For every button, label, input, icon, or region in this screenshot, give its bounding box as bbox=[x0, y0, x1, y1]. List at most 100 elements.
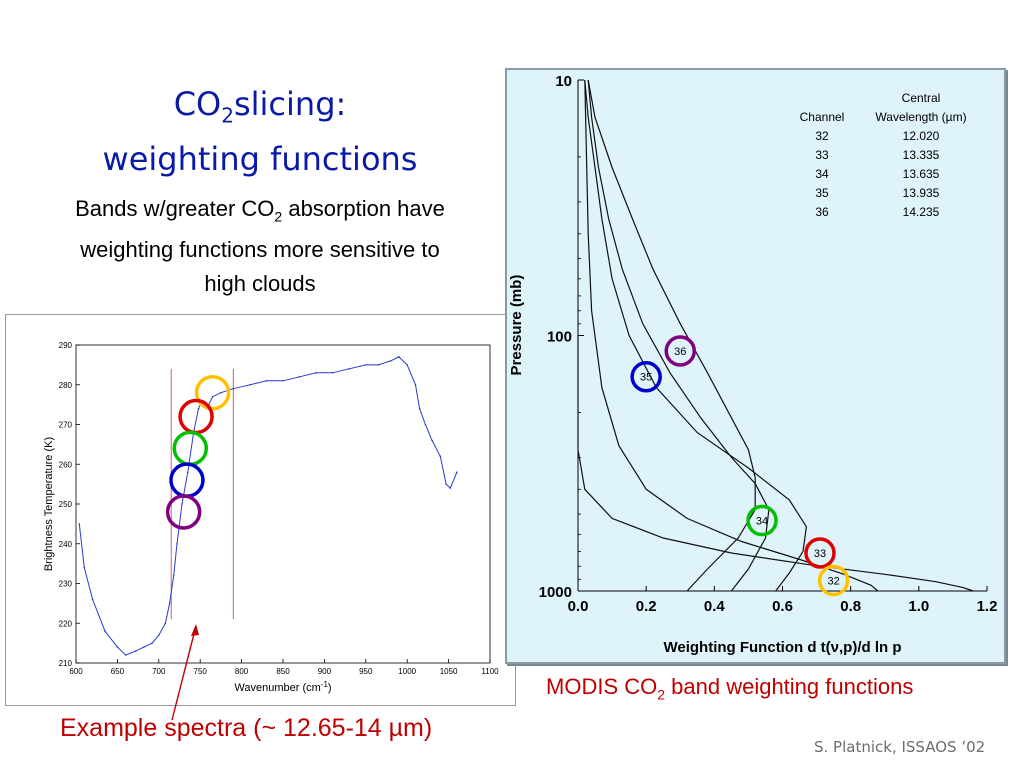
spectrum-plot-area bbox=[75, 344, 491, 664]
spectrum-point bbox=[398, 356, 400, 358]
spectrum-point bbox=[172, 574, 175, 577]
spectrum-point bbox=[449, 487, 452, 489]
wf-x-label: Weighting Function d t(ν,p)/d ln p bbox=[663, 639, 901, 656]
spectrum-chart-panel: 600 650 700 750 800 850 900 950 1000 1050 1100 210 2… bbox=[5, 314, 516, 706]
weighting-chart: 0.0 0.2 0.4 0.6 0.8 1.0 1.2 10 100 1000 36 35 34 33 32… bbox=[508, 73, 998, 656]
wf-x-tick-label: 0.6 bbox=[772, 598, 793, 615]
spectrum-point bbox=[181, 503, 183, 505]
spectrum-point bbox=[377, 364, 380, 366]
wf-x-tick-label: 0.8 bbox=[840, 598, 861, 615]
spectrum-point bbox=[168, 602, 171, 605]
wf-band-circle bbox=[804, 537, 836, 569]
wf-curve-33 bbox=[584, 79, 879, 592]
spectrum-y-tick-label: 240 bbox=[59, 540, 73, 549]
wf-curve-34 bbox=[584, 79, 808, 592]
spectrum-y-tick-label: 290 bbox=[59, 341, 73, 350]
spectrum-point bbox=[456, 471, 458, 473]
wf-legend-channel: 34 bbox=[815, 167, 829, 181]
spectrum-y-tick-label: 270 bbox=[59, 421, 73, 430]
spectrum-y-label: Brightness Temperature (K) bbox=[43, 437, 55, 571]
spectrum-chart: 600 650 700 750 800 850 900 950 1000 1050 1100 210 2… bbox=[43, 341, 499, 694]
wf-x-tick-label: 0.0 bbox=[568, 598, 589, 615]
caption-right-sub: 2 bbox=[657, 686, 666, 703]
spectrum-point bbox=[78, 523, 81, 525]
subtitle-sub: 2 bbox=[274, 208, 283, 225]
spectrum-point bbox=[158, 634, 160, 636]
spectrum-x-tick-label: 700 bbox=[152, 667, 166, 676]
caption-right-post: band weighting functions bbox=[665, 674, 914, 699]
wf-curve-32 bbox=[577, 335, 974, 592]
wf-y-label: Pressure (mb) bbox=[508, 275, 525, 376]
wf-band-circle bbox=[630, 360, 662, 393]
caption-right-pre: MODIS CO bbox=[546, 674, 658, 699]
spectrum-point bbox=[439, 455, 442, 458]
spectrum-y-tick-label: 260 bbox=[59, 460, 73, 469]
wf-channel-label: 34 bbox=[756, 516, 768, 528]
slide-title: CO2slicing: weighting functions bbox=[40, 82, 480, 181]
wf-legend-wavelength: 13.335 bbox=[903, 148, 940, 162]
weighting-caption: MODIS CO2 band weighting functions bbox=[546, 674, 913, 702]
wf-x-tick-label: 1.0 bbox=[908, 598, 929, 615]
spectrum-x-tick-label: 850 bbox=[276, 667, 290, 676]
spectra-caption: Example spectra (~ 12.65-14 µm) bbox=[60, 714, 433, 742]
wf-legend-channel: 32 bbox=[815, 129, 829, 143]
spectrum-y-tick-label: 230 bbox=[59, 580, 73, 589]
wf-legend-wavelength: 12.020 bbox=[903, 129, 940, 143]
spectrum-point bbox=[315, 372, 317, 374]
title-sub: 2 bbox=[221, 103, 234, 128]
wf-legend-wavelength: 13.935 bbox=[903, 186, 940, 200]
wf-channel-label: 33 bbox=[814, 548, 826, 560]
spectrum-point bbox=[424, 423, 427, 426]
wf-legend-col1: Channel bbox=[800, 110, 845, 124]
wf-x-tick-label: 1.2 bbox=[977, 598, 998, 615]
wf-y-tick-label: 10 bbox=[555, 73, 572, 90]
spectrum-point bbox=[445, 483, 447, 485]
spectrum-point bbox=[186, 471, 189, 473]
spectrum-point bbox=[220, 391, 222, 394]
spectrum-x-tick-label: 1100 bbox=[481, 667, 499, 676]
wf-y-tick-label: 100 bbox=[547, 329, 572, 346]
wf-legend-wavelength: 14.235 bbox=[903, 205, 940, 219]
spectrum-point bbox=[104, 630, 106, 632]
wf-band-circle bbox=[746, 504, 778, 537]
spectrum-point bbox=[151, 642, 153, 644]
wf-legend-wavelength: 13.635 bbox=[903, 167, 940, 181]
wf-legend-col2: Wavelength (µm) bbox=[875, 110, 966, 124]
spectrum-point bbox=[164, 622, 167, 625]
credit: S. Platnick, ISSAOS ’02 bbox=[814, 738, 986, 756]
spectrum-point bbox=[298, 376, 301, 378]
spectrum-band-circle bbox=[194, 374, 231, 411]
wf-legend-header: Central bbox=[902, 91, 941, 105]
spectrum-point bbox=[232, 387, 235, 390]
spectrum-point bbox=[124, 654, 127, 656]
spectrum-point bbox=[116, 646, 119, 648]
subtitle-pre: Bands w/greater CO bbox=[75, 196, 275, 221]
wf-x-tick-label: 0.4 bbox=[704, 598, 726, 615]
weighting-chart-panel: 0.0 0.2 0.4 0.6 0.8 1.0 1.2 10 100 1000 36 35 34 33 32… bbox=[505, 68, 1006, 664]
spectrum-x-tick-label: 750 bbox=[194, 667, 208, 676]
spectrum-y-tick-label: 280 bbox=[59, 381, 73, 390]
spectrum-x-tick-label: 800 bbox=[235, 667, 249, 676]
spectrum-point bbox=[348, 368, 351, 370]
wf-legend-channel: 33 bbox=[815, 148, 829, 162]
spectrum-x-tick-label: 600 bbox=[69, 667, 83, 676]
spectrum-point bbox=[418, 407, 421, 410]
title-co: CO bbox=[173, 85, 222, 123]
spectrum-x-tick-label: 1050 bbox=[440, 667, 458, 676]
spectrum-x-label: Wavenumber (cm-1) bbox=[234, 680, 331, 694]
spectrum-x-tick-label: 650 bbox=[111, 667, 125, 676]
wf-channel-label: 36 bbox=[674, 346, 686, 358]
spectrum-x-tick-label: 900 bbox=[318, 667, 332, 676]
spectrum-point bbox=[406, 364, 409, 366]
spectrum-x-tick-label: 1000 bbox=[398, 667, 416, 676]
spectrum-y-tick-label: 220 bbox=[59, 619, 73, 628]
wf-legend-channel: 36 bbox=[815, 205, 829, 219]
spectrum-point bbox=[249, 383, 251, 386]
spectrum-point bbox=[83, 566, 86, 569]
spectrum-point bbox=[282, 379, 284, 382]
wf-x-tick-label: 0.2 bbox=[636, 598, 657, 615]
spectrum-point bbox=[176, 542, 178, 545]
spectrum-point bbox=[211, 395, 214, 398]
spectrum-point bbox=[265, 379, 268, 382]
subtitle-post: absorption have weighting functions more… bbox=[80, 196, 445, 297]
